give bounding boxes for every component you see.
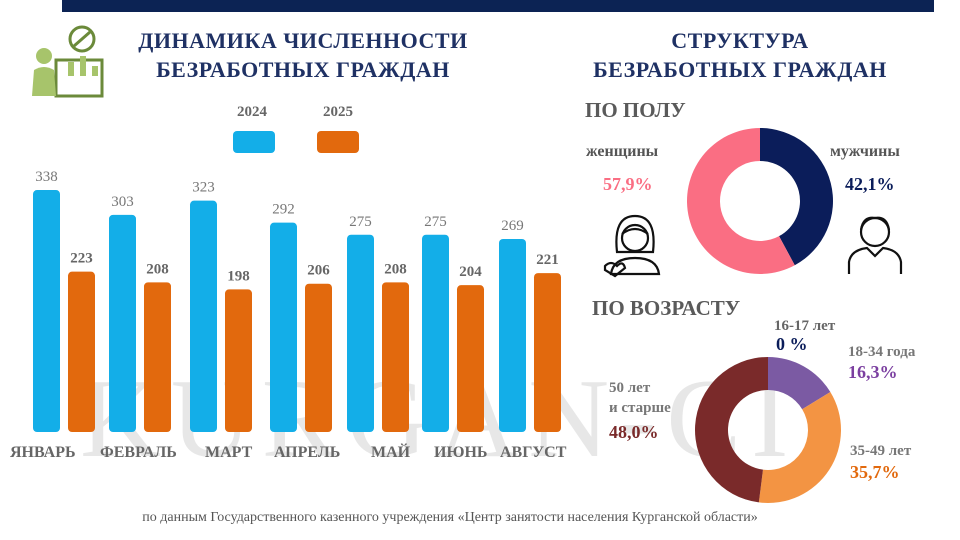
- slice-18-34: [768, 357, 831, 410]
- bar-2025-2: [225, 289, 252, 432]
- bar-label-2024-5: 275: [424, 214, 447, 230]
- bar-label-2025-3: 206: [307, 263, 330, 279]
- slice-35-49: [758, 392, 841, 503]
- bar-2025-6: [534, 273, 561, 432]
- bar-label-2024-6: 269: [501, 218, 524, 234]
- bar-label-2025-0: 223: [70, 251, 93, 267]
- top-bar: [62, 0, 934, 12]
- slice-female: [686, 128, 795, 274]
- legend-swatch-2024: [233, 131, 275, 153]
- bar-label-2024-0: 338: [35, 169, 58, 185]
- legend-label-2024: 2024: [237, 104, 267, 120]
- bar-2024-0: [33, 190, 60, 432]
- source-note: по данным Государственного казенного учр…: [142, 510, 758, 525]
- bar-2024-6: [499, 239, 526, 432]
- section-age: ПО ВОЗРАСТУ: [592, 296, 741, 320]
- legend-swatch-2025: [317, 131, 359, 153]
- male-percent: 42,1%: [845, 174, 895, 194]
- age-35-49-label: 35-49 лет: [850, 443, 912, 459]
- bar-2024-1: [109, 214, 136, 432]
- category-label-2: МАРТ: [205, 444, 253, 461]
- bar-label-2024-4: 275: [349, 214, 372, 230]
- slice-50-plus: [695, 357, 768, 503]
- bar-label-2025-5: 204: [459, 264, 482, 280]
- age-16-17-percent: 0 %: [776, 334, 808, 354]
- slice-male: [760, 128, 833, 266]
- bar-label-2025-4: 208: [384, 261, 407, 277]
- bar-2024-2: [190, 200, 217, 432]
- category-label-1: ФЕВРАЛЬ: [100, 444, 177, 461]
- bar-label-2024-3: 292: [272, 202, 295, 218]
- section-gender: ПО ПОЛУ: [585, 98, 686, 122]
- bar-label-2025-6: 221: [536, 252, 559, 268]
- bar-2025-0: [68, 271, 95, 432]
- female-label: женщины: [586, 143, 659, 160]
- bar-label-2025-2: 198: [227, 268, 250, 284]
- bar-2024-3: [270, 222, 297, 432]
- category-label-0: ЯНВАРЬ: [10, 444, 76, 461]
- bar-label-2025-1: 208: [146, 261, 169, 277]
- age-18-34-percent: 16,3%: [848, 362, 898, 382]
- right-title: СТРУКТУРА БЕЗРАБОТНЫХ ГРАЖДАН: [593, 28, 887, 82]
- female-percent: 57,9%: [603, 174, 653, 194]
- bar-2025-1: [144, 282, 171, 432]
- bar-2025-4: [382, 282, 409, 432]
- age-50-plus-percent: 48,0%: [609, 422, 659, 442]
- bar-2025-5: [457, 285, 484, 432]
- category-label-6: АВГУСТ: [500, 444, 567, 461]
- legend-label-2025: 2025: [323, 104, 353, 120]
- left-title: ДИНАМИКА ЧИСЛЕННОСТИ БЕЗРАБОТНЫХ ГРАЖДАН: [138, 28, 468, 82]
- age-16-17-label: 16-17 лет: [774, 318, 836, 334]
- category-label-3: АПРЕЛЬ: [274, 444, 340, 461]
- bar-2025-3: [305, 283, 332, 432]
- bar-2024-5: [422, 234, 449, 432]
- job-seeker-icon: [32, 25, 104, 98]
- male-label: мужчины: [830, 143, 900, 160]
- bar-2024-4: [347, 234, 374, 432]
- category-label-5: ИЮНЬ: [434, 444, 487, 461]
- man-icon: [847, 216, 903, 274]
- bar-label-2024-1: 303: [111, 194, 134, 210]
- bar-label-2024-2: 323: [192, 180, 215, 196]
- category-label-4: МАЙ: [371, 442, 411, 461]
- age-50-plus-label: 50 лет и старше: [609, 380, 671, 416]
- age-35-49-percent: 35,7%: [850, 462, 900, 482]
- woman-icon: [603, 214, 661, 278]
- age-18-34-label: 18-34 года: [848, 344, 916, 360]
